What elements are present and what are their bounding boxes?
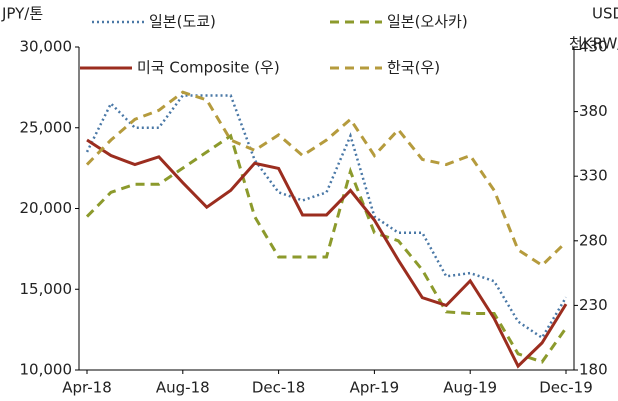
legend-label: 한국(우): [387, 59, 440, 77]
x-tick-label: Dec-18: [252, 379, 306, 397]
series-line: [85, 133, 568, 364]
y2-axis-label: 천KRW/톤: [569, 35, 618, 53]
series-line: [85, 94, 568, 340]
y-axis-label: JPY/톤: [1, 5, 43, 23]
x-tick-label: Dec-19: [539, 379, 593, 397]
x-tick-label: Apr-18: [62, 379, 112, 397]
y-tick-label: 20,000: [20, 199, 73, 217]
series-line: [86, 138, 568, 369]
y-tick-label: 10,000: [20, 361, 73, 379]
legend-label: 일본(도쿄): [149, 13, 216, 31]
y-tick-label: 25,000: [20, 118, 73, 136]
y-tick-label: 15,000: [20, 280, 73, 298]
y2-tick-label: 430: [579, 38, 608, 56]
y2-tick-label: 180: [579, 361, 608, 379]
y2-tick-label: 330: [579, 167, 608, 185]
series-line: [85, 90, 568, 268]
y2-axis-label: USD/lt: [592, 5, 618, 23]
y2-tick-label: 230: [579, 296, 608, 314]
y2-tick-label: 380: [579, 102, 608, 120]
legend-label: 일본(오사카): [387, 13, 468, 31]
y-tick-label: 30,000: [20, 38, 73, 56]
x-tick-label: Aug-18: [156, 379, 210, 397]
y2-tick-label: 280: [579, 231, 608, 249]
x-tick-label: Aug-19: [443, 379, 497, 397]
legend-label: 미국 Composite (우): [137, 59, 280, 77]
x-tick-label: Apr-19: [350, 379, 400, 397]
